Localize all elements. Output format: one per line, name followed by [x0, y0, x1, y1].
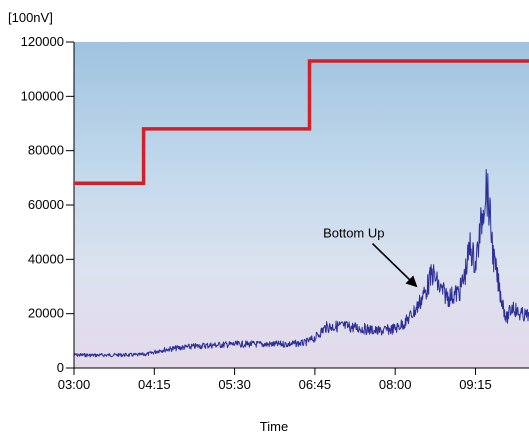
y-tick-label: 40000: [28, 251, 64, 266]
x-tick-label: 04:15: [138, 377, 171, 392]
y-tick-label: 80000: [28, 143, 64, 158]
y-unit-label: [100nV]: [8, 10, 53, 25]
y-axis: 0 20000 40000 60000 80000 100000 120000: [21, 34, 74, 375]
x-tick-label: 03:00: [58, 377, 91, 392]
x-axis-title: Time: [260, 419, 288, 434]
x-tick-label: 09:15: [459, 377, 492, 392]
plot-area: [74, 42, 529, 368]
annotation-arrow: [371, 243, 418, 288]
y-tick-label: 20000: [28, 306, 64, 321]
y-tick-label: 120000: [21, 34, 64, 49]
x-tick-label: 05:30: [218, 377, 251, 392]
y-tick-label: 0: [57, 360, 64, 375]
series-line-1: [73, 168, 529, 358]
series-line-0: [74, 59, 529, 186]
x-tick-label: 08:00: [379, 377, 412, 392]
x-axis: 03:00 04:15 05:30 06:45 08:00 09:15: [58, 368, 492, 392]
y-tick-label: 60000: [28, 197, 64, 212]
y-tick-label: 100000: [21, 88, 64, 103]
series-layer: [73, 59, 529, 358]
x-tick-label: 06:45: [299, 377, 332, 392]
annotation-bottom-up: Bottom Up: [323, 226, 384, 241]
